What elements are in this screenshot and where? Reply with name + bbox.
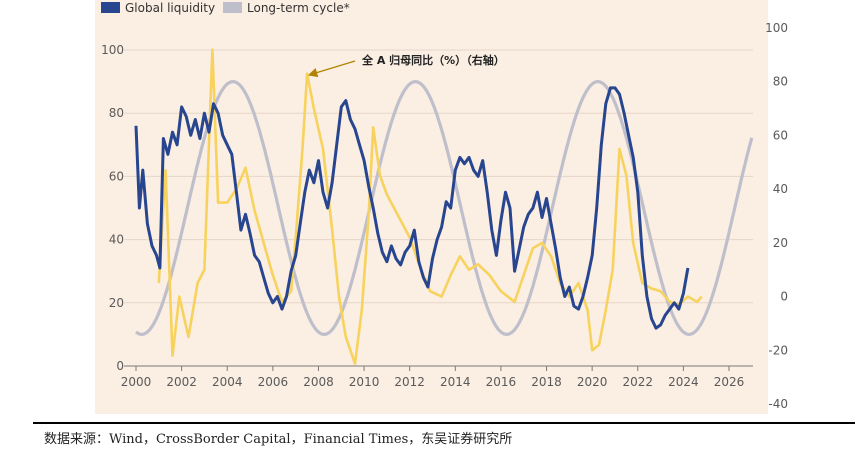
x-tick-label: 2018 — [531, 375, 562, 389]
legend-swatch-long-term-cycle — [223, 2, 242, 13]
global-liquidity-line — [134, 86, 690, 330]
x-tick-label: 2010 — [349, 375, 380, 389]
right-tick-label: 60 — [773, 128, 788, 142]
x-tick-label: 2008 — [303, 375, 334, 389]
source-note: 数据来源：Wind，CrossBorder Capital，Financial … — [44, 432, 513, 447]
right-tick-label: 80 — [773, 75, 788, 89]
x-axis: 2000 2002 2004 2006 2008 2010 2012 2014 2016 2018… — [121, 366, 745, 389]
legend-label-global-liquidity: Global liquidity — [125, 1, 215, 15]
right-tick-label: 20 — [773, 236, 788, 250]
long-term-cycle-line — [135, 80, 754, 336]
legend-label-long-term-cycle: Long-term cycle* — [247, 1, 350, 15]
legend-swatch-global-liquidity — [101, 2, 120, 13]
x-tick-label: 2022 — [622, 375, 653, 389]
right-tick-label: 100 — [765, 21, 788, 35]
long-term-cycle-series — [135, 80, 754, 336]
left-tick-label: 40 — [109, 233, 124, 247]
a-share-earnings-series — [157, 48, 703, 365]
annotation: 全 A 归母同比（%）（右轴） — [307, 53, 505, 78]
left-tick-label: 60 — [109, 169, 124, 183]
x-tick-label: 2006 — [258, 375, 289, 389]
x-tick-label: 2026 — [714, 375, 745, 389]
annotation-label: 全 A 归母同比（%）（右轴） — [361, 53, 505, 67]
right-tick-label: -40 — [768, 397, 788, 411]
x-tick-label: 2014 — [440, 375, 471, 389]
right-tick-label: -20 — [768, 343, 788, 357]
x-tick-label: 2016 — [486, 375, 517, 389]
footer-rule — [33, 422, 855, 424]
x-tick-label: 2020 — [577, 375, 608, 389]
x-tick-label: 2024 — [668, 375, 699, 389]
x-tick-label: 2004 — [212, 375, 243, 389]
left-tick-label: 0 — [116, 359, 124, 373]
a-share-earnings-line — [157, 48, 703, 365]
left-tick-label: 80 — [109, 106, 124, 120]
right-tick-label: 0 — [780, 290, 788, 304]
x-tick-label: 2002 — [166, 375, 197, 389]
legend: Global liquidity Long-term cycle* — [101, 1, 350, 15]
global-liquidity-series — [134, 86, 690, 330]
left-tick-label: 20 — [109, 296, 124, 310]
right-y-axis: -40 -20 0 20 40 60 80 100 — [765, 21, 788, 411]
left-tick-label: 100 — [101, 43, 124, 57]
x-tick-label: 2012 — [394, 375, 425, 389]
left-y-axis: 0 20 40 60 80 100 — [101, 43, 124, 373]
x-tick-label: 2000 — [121, 375, 152, 389]
right-tick-label: 40 — [773, 182, 788, 196]
annotation-arrow — [307, 60, 356, 78]
